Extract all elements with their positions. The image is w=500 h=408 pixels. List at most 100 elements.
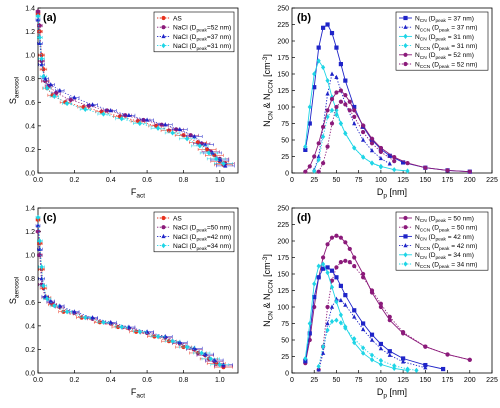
data-point: [101, 111, 106, 117]
data-point: [316, 263, 321, 269]
text-part: N: [415, 215, 420, 222]
text-part: CN: [420, 237, 427, 243]
data-point: [35, 13, 41, 19]
legend: NCN (Dpeak = 50 nm)NCCN (Dpeak = 50 nm)N…: [395, 211, 489, 271]
y-tick-label: 0.8: [25, 76, 35, 83]
data-point: [325, 78, 330, 84]
data-point: [35, 9, 41, 14]
x-tick-label: 0: [290, 177, 294, 184]
data-point: [303, 144, 308, 150]
x-tick-label: 75: [355, 177, 363, 184]
data-point: [325, 242, 330, 247]
x-tick-label: 100: [375, 177, 387, 184]
data-point: [57, 88, 62, 93]
data-point: [90, 102, 95, 107]
data-point: [307, 320, 312, 327]
data-point: [403, 33, 408, 39]
text-part: CN: [420, 18, 427, 24]
text-part: [cm: [262, 62, 272, 79]
data-point: [52, 93, 57, 99]
data-point: [392, 155, 397, 160]
y-tick-label: 0.6: [25, 100, 35, 107]
data-point: [329, 284, 335, 290]
data-point: [369, 337, 375, 342]
text-part: peak: [196, 37, 207, 43]
data-point: [210, 150, 215, 155]
data-point: [369, 332, 375, 337]
data-point: [163, 333, 168, 339]
text-part: = 42 nm): [446, 234, 474, 241]
data-point: [144, 117, 150, 122]
data-point: [325, 144, 330, 149]
legend-label: NaCl (Dpeak=34 nm): [173, 243, 231, 252]
data-point: [361, 271, 366, 277]
data-point: [119, 116, 124, 122]
series-line: [37, 19, 226, 167]
data-point: [312, 295, 317, 300]
data-point: [312, 154, 317, 159]
text-part: F: [131, 387, 137, 397]
text-part: = 52 nm): [449, 61, 477, 68]
x-tick-label: 0.2: [69, 177, 79, 184]
text-part: CCN: [420, 246, 431, 252]
text-part: =31 nm): [207, 43, 231, 50]
data-point: [423, 165, 428, 170]
y-axis-label: NCN & NCCN [cm-3]: [262, 54, 275, 127]
text-part: CCN: [420, 64, 431, 70]
data-point: [338, 99, 343, 104]
data-point: [338, 320, 343, 326]
text-part: (D: [427, 215, 436, 222]
text-part: = 37 nm): [449, 25, 477, 32]
x-tick-label: 50: [333, 177, 341, 184]
data-point: [303, 147, 308, 152]
data-point: [403, 15, 408, 21]
text-part: CN: [268, 311, 275, 321]
data-point: [369, 136, 375, 141]
data-point: [119, 324, 124, 330]
text-part: peak: [196, 246, 207, 252]
data-point: [197, 143, 202, 149]
text-part: & N: [262, 293, 272, 311]
data-point: [361, 350, 366, 356]
series-line: [37, 16, 224, 164]
data-point: [204, 147, 210, 152]
y-tick-label: 200: [277, 39, 289, 46]
legend-label: NCN (Dpeak = 37 nm): [415, 15, 474, 24]
series-line: [304, 263, 408, 371]
data-point: [334, 74, 339, 79]
data-point: [321, 261, 326, 267]
data-point: [405, 366, 410, 372]
x-tick-label: 225: [486, 177, 498, 184]
y-tick-label: 150: [277, 72, 289, 79]
data-point: [83, 315, 88, 321]
data-point: [177, 126, 182, 132]
data-point: [378, 301, 383, 306]
data-point: [352, 121, 357, 126]
data-point: [369, 160, 375, 166]
data-point: [338, 297, 343, 303]
data-point: [325, 108, 330, 113]
data-point: [334, 299, 339, 305]
data-point: [312, 168, 317, 174]
series-3: [303, 265, 446, 372]
text-part: CN: [268, 111, 275, 121]
text-part: F: [131, 187, 137, 197]
y-tick-label: 125: [277, 88, 289, 95]
text-part: (D: [430, 25, 439, 32]
legend-label: NaCl (Dpeak=37 nm): [173, 34, 231, 43]
text-part: & N: [262, 93, 272, 111]
data-point: [329, 318, 335, 325]
text-part: = 31 nm): [446, 34, 474, 41]
text-part: NaCl (D: [173, 243, 197, 250]
data-point: [101, 319, 106, 325]
data-point: [325, 22, 330, 27]
data-point: [44, 85, 50, 91]
data-point: [343, 102, 348, 107]
text-part: (D: [430, 243, 439, 250]
data-point: [352, 114, 357, 119]
y-tick-label: 0.2: [25, 147, 35, 154]
data-point: [325, 265, 330, 270]
data-point: [321, 255, 326, 260]
text-part: NaCl (D: [173, 225, 197, 232]
text-part: D: [377, 387, 384, 397]
